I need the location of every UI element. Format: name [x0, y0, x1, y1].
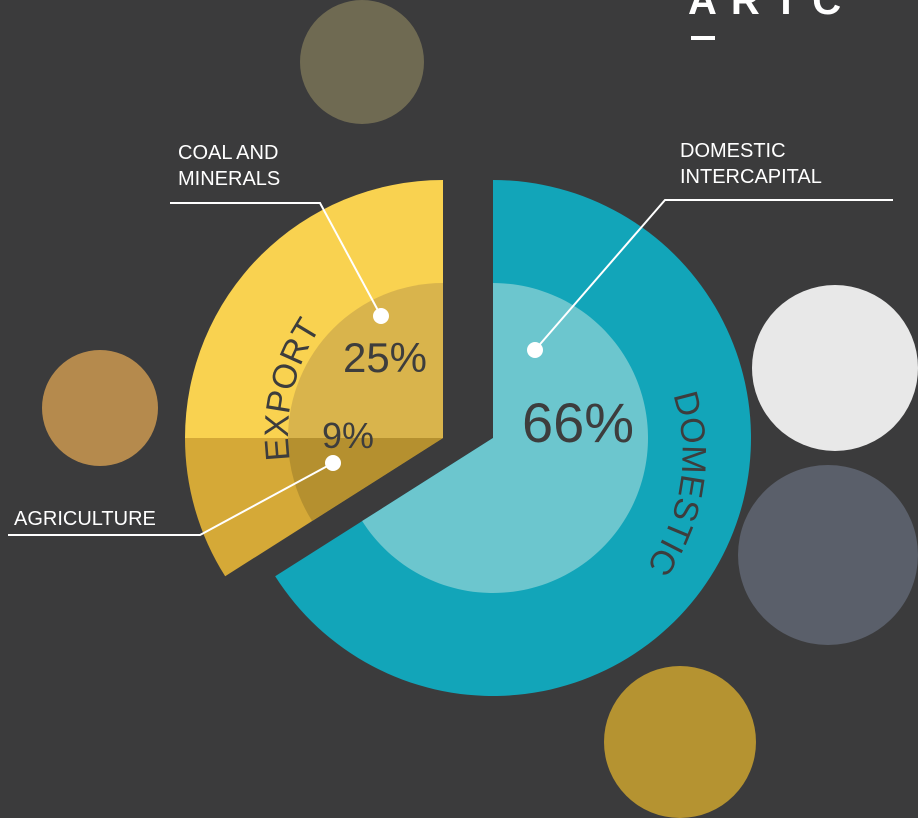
photo-wheat	[42, 350, 158, 466]
leader-dot	[373, 308, 389, 324]
value-label: 66%	[522, 391, 634, 454]
photos	[42, 0, 918, 818]
logo-underline	[691, 36, 715, 40]
leader-line	[534, 199, 893, 351]
category-label: COAL AND MINERALS	[178, 142, 281, 190]
photo-dog-food	[604, 666, 756, 818]
value-label: 9%	[322, 415, 374, 456]
leader-dot	[527, 342, 543, 358]
logo: ARTC	[688, 0, 855, 23]
photo-appliances	[752, 285, 918, 451]
photo-coal-train	[300, 0, 424, 124]
pie-slice-inner	[362, 283, 649, 594]
leader-dot	[325, 455, 341, 471]
pie-slice-inner	[288, 283, 443, 438]
category-label: AGRICULTURE	[14, 508, 156, 530]
leader-line	[8, 462, 334, 536]
photo-drinks	[738, 465, 918, 645]
value-label: 25%	[343, 334, 427, 381]
category-label: DOMESTIC INTERCAPITAL	[680, 140, 822, 188]
leader-line	[170, 202, 382, 317]
